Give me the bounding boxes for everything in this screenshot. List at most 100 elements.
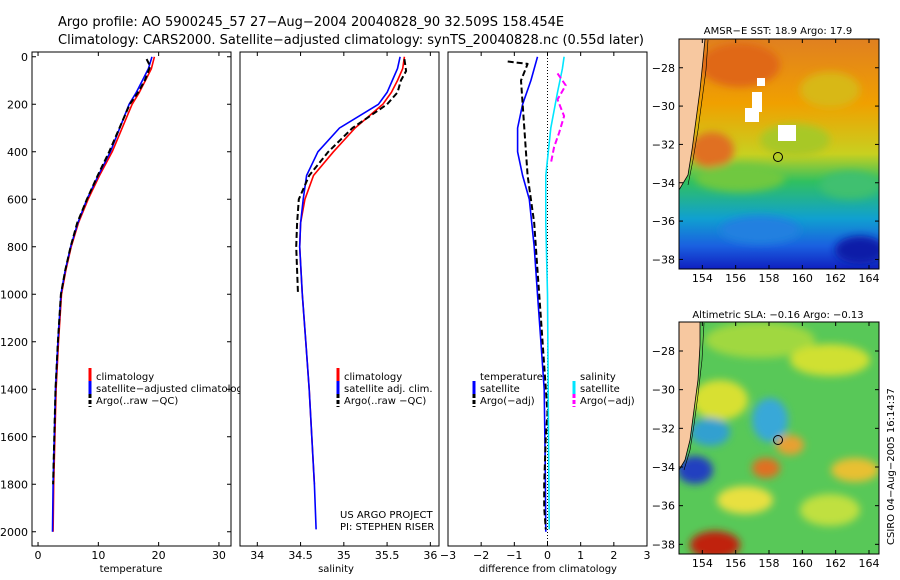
project-line1: US ARGO PROJECT [340,510,434,521]
temperature-ticks: 0 10 20 30 0 200 400 600 800 1000 1200 1400 1600 1800… [0,51,231,562]
australia-coast [679,39,706,191]
sla-blobs [679,322,879,554]
sst-map-ytick-label: −30 [652,100,675,113]
sla-map: Altimetric SLA: −0.16 Argo: −0.13 [652,310,880,570]
sst-map-ticks: 154 156 158 160 162 164 −28 −30 −32 −34 −36 −38 [652,39,880,285]
header-line1: Argo profile: AO 5900245_57 27−Aug−2004 … [58,15,564,30]
difference-xtick-label: −2 [473,549,489,562]
difference-ticks: −3 −2 −1 0 1 2 3 [440,52,651,562]
sst-map-xtick-label: 158 [759,272,780,285]
difference-xlabel: difference from climatology [479,564,617,575]
difference-xtick-label: 2 [610,549,617,562]
temperature-lines [51,56,156,532]
sst-map-xtick-label: 162 [825,272,846,285]
salinity-legend: climatology satellite adj. clim. Argo(..… [336,368,433,407]
salinity-xtick-label: 35.5 [375,549,400,562]
sla-map-ytick-label: −30 [652,384,675,397]
cloud-mask [745,108,759,122]
salinity-ticks: 34 34.5 35 35.5 36 [250,52,437,562]
sla-blob [800,494,860,526]
temperature-xtick-label: 10 [91,549,105,562]
legend-temp-argo-label: Argo(−adj) [480,396,535,407]
sst-map-title: AMSR−E SST: 18.9 Argo: 17.9 [704,26,852,37]
cloud-mask [752,92,762,112]
cloud-mask [757,78,765,86]
temperature-panel: 0 10 20 30 0 200 400 600 800 1000 1200 1400 1600 1800… [0,51,249,575]
sst-map-ytick-label: −38 [652,253,675,266]
sla-map-ytick-label: −38 [652,538,675,551]
profile-location-marker [773,435,783,445]
profile-location-marker [773,152,783,162]
salinity-xtick-label: 34.5 [288,549,313,562]
legend-satellite-label: satellite−adjusted climatology [96,384,249,395]
sst-blob [720,216,800,244]
sst-blob [835,236,879,264]
sst-map-xtick-label: 154 [692,272,713,285]
difference-legend: temperature satellite Argo(−adj) salinit… [472,372,635,407]
sst-map: AMSR−E SST: 18.9 Argo: 17.9 154 156 158 16 [652,26,880,285]
sla-map-ytick-label: −32 [652,422,675,435]
legend-argo-label: Argo(..raw −QC) [96,396,178,407]
sst-blob [695,164,785,192]
temperature-legend: climatology satellite−adjusted climatolo… [88,368,249,407]
difference-series-temperature-satellite [516,56,547,532]
sst-map-frame [678,38,880,270]
legend-sal-satellite-label: satellite [580,384,620,395]
difference-xtick-label: −3 [440,549,456,562]
project-line2: PI: STEPHEN RISER [340,522,434,533]
sst-map-xtick-label: 160 [792,272,813,285]
temperature-xtick-label: 30 [212,549,226,562]
sla-blob [776,435,804,455]
difference-series-salinity-argo [549,72,567,164]
sla-blob [831,458,879,482]
difference-panel: −3 −2 −1 0 1 2 3 difference from climatology t… [440,51,651,575]
salinity-panel: 34 34.5 35 35.5 36 salinity climatology sate… [239,51,440,575]
difference-lines [507,56,567,532]
temperature-ytick-label: 2000 [0,526,28,539]
temperature-ytick-label: 1800 [0,478,28,491]
sla-blob [790,344,870,376]
temperature-series-argo-raw-qc- [52,58,152,485]
temperature-xtick-label: 20 [152,549,166,562]
sla-blob [752,458,780,478]
sst-map-ytick-label: −36 [652,215,675,228]
temperature-ytick-label: 200 [7,98,28,111]
legend-satellite-label: satellite adj. clim. [344,384,433,395]
sla-blob [690,531,740,554]
sla-map-ytick-label: −36 [652,500,675,513]
salinity-xlabel: salinity [318,564,354,575]
legend-temperature-heading: temperature [480,372,543,383]
sla-map-xtick-label: 164 [859,557,880,570]
temperature-xtick-label: 0 [35,549,42,562]
sst-map-ytick-label: −32 [652,138,675,151]
temperature-ytick-label: 1000 [0,288,28,301]
sla-map-ytick-label: −34 [652,461,675,474]
salinity-series-satellite-adj-clim- [298,56,401,530]
sla-map-xtick-label: 156 [725,557,746,570]
sla-blob [752,398,788,442]
temperature-ytick-label: 600 [7,193,28,206]
sla-map-ticks: 154 156 158 160 162 164 −28 −30 −32 −34 −36 −38 [652,322,880,570]
difference-xtick-label: 0 [544,549,551,562]
shelf-contour [687,39,709,186]
salinity-axes-box [239,51,440,547]
salinity-lines [295,56,408,530]
sst-blob [800,72,860,108]
legend-salinity-heading: salinity [580,372,616,383]
sla-map-frame [678,321,880,555]
legend-temp-satellite-label: satellite [480,384,520,395]
sla-field [679,322,879,554]
sst-map-xtick-label: 164 [859,272,880,285]
sst-blob [690,132,734,168]
temperature-ytick-label: 1400 [0,383,28,396]
legend-climatology-label: climatology [96,372,154,383]
sla-map-xtick-label: 158 [759,557,780,570]
sst-warm-blob [700,43,780,87]
difference-series-temperature-argo [507,60,549,530]
difference-xtick-label: −1 [506,549,522,562]
temperature-ytick-label: 400 [7,146,28,159]
sla-blob [705,322,815,358]
salinity-xtick-label: 36 [423,549,437,562]
header-line2: Climatology: CARS2000. Satellite−adjuste… [58,33,644,48]
sla-map-title: Altimetric SLA: −0.16 Argo: −0.13 [692,310,863,321]
